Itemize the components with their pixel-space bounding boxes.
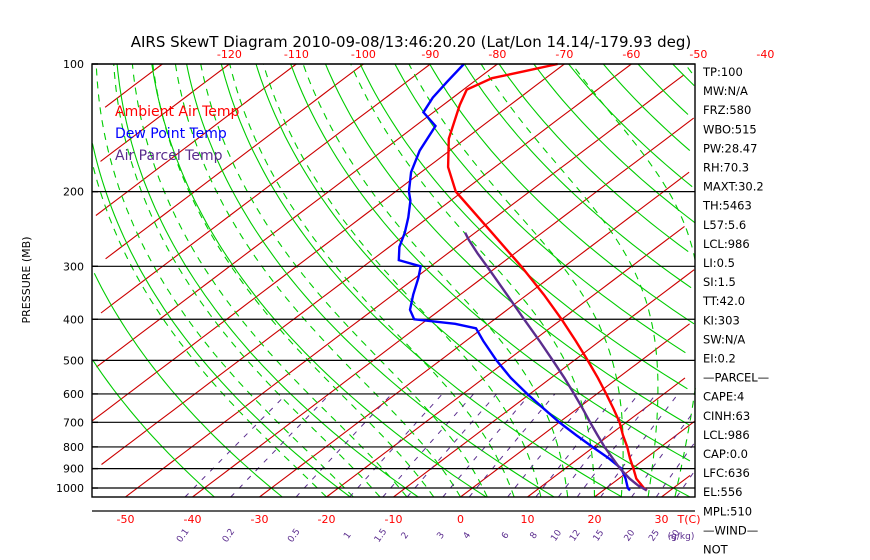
pressure-tick-300: 300 — [63, 260, 84, 273]
pressure-tick-800: 800 — [63, 441, 84, 454]
legend-item-dew-point-temp: Dew Point Temp — [115, 126, 227, 142]
index-tp: TP:100 — [702, 65, 743, 79]
isotherm-grid-lines — [91, 63, 696, 498]
index-th: TH:5463 — [702, 199, 752, 213]
isobar-grid-lines — [92, 63, 695, 489]
mixing-ratio-tick-8: 8 — [528, 530, 540, 541]
index-li: LI:0.5 — [703, 256, 735, 270]
bottom-temp-tick--50: -50 — [117, 513, 135, 526]
pressure-tick-200: 200 — [63, 186, 84, 199]
index-sw: SW:N/A — [703, 332, 745, 346]
wind-status-line-0: NOT — [703, 543, 729, 557]
top-temp-tick--90: -90 — [421, 48, 439, 61]
bottom-temp-tick-0: 0 — [457, 513, 464, 526]
index-lcl: LCL:986 — [703, 237, 750, 251]
bottom-temp-tick-10: 10 — [521, 513, 535, 526]
parcel-index-cap: CAP:0.0 — [703, 447, 748, 461]
wind-section-header: —WIND— — [703, 523, 758, 537]
mixing-ratio-grid-lines — [184, 393, 696, 498]
index-wbo: WBO:515 — [703, 122, 757, 136]
mixing-ratio-tick-4: 4 — [462, 530, 474, 541]
page-title: AIRS SkewT Diagram 2010-09-08/13:46:20.2… — [131, 33, 692, 51]
temperature-axis-label: T(C) — [677, 513, 701, 526]
mixing-ratio-tick-3: 3 — [436, 531, 447, 541]
data-series-curves — [397, 62, 648, 492]
series-dew-point-temp — [397, 63, 631, 492]
parcel-index-cinh: CINH:63 — [703, 409, 750, 423]
index-frz: FRZ:580 — [703, 103, 751, 117]
parcel-index-lcl: LCL:986 — [703, 428, 750, 442]
legend-item-air-parcel-temp: Air Parcel Temp — [115, 148, 223, 164]
top-temp-tick--120: -120 — [217, 48, 242, 61]
dry-adiabat-grid-lines — [91, 63, 696, 498]
bottom-temp-tick--10: -10 — [385, 513, 403, 526]
pressure-tick-400: 400 — [63, 313, 84, 326]
index-ki: KI:303 — [703, 313, 740, 327]
top-temp-tick--50: -50 — [689, 48, 707, 61]
pressure-tick-100: 100 — [63, 58, 84, 71]
plot-frame — [91, 63, 696, 512]
top-temp-tick--70: -70 — [555, 48, 573, 61]
bottom-temp-tick-20: 20 — [588, 513, 602, 526]
top-temp-tick--40: -40 — [756, 48, 774, 61]
pressure-tick-500: 500 — [63, 354, 84, 367]
bottom-temp-tick--40: -40 — [184, 513, 202, 526]
legend-item-ambient-air-temp: Ambient Air Temp — [115, 104, 240, 120]
top-temp-tick--110: -110 — [284, 48, 309, 61]
pressure-tick-900: 900 — [63, 463, 84, 476]
series-ambient-air-temp — [446, 62, 648, 492]
index-ei: EI:0.2 — [703, 352, 736, 366]
pressure-tick-700: 700 — [63, 416, 84, 429]
top-temp-tick--60: -60 — [622, 48, 640, 61]
mixing-ratio-tick-6: 6 — [500, 530, 512, 541]
index-l57: L57:5.6 — [703, 218, 746, 232]
index-rh: RH:70.3 — [703, 161, 749, 175]
chart-legend: Ambient Air Temp Dew Point Temp Air Parcel… — [115, 104, 240, 164]
indices-panel: TP:100 MW:N/A FRZ:580 WBO:515 PW:28.47 RH:70.… — [702, 65, 769, 557]
bottom-temp-tick--20: -20 — [318, 513, 336, 526]
mixing-ratio-tick-2: 2 — [400, 531, 411, 541]
parcel-index-mpl: MPL:510 — [703, 504, 752, 518]
parcel-section-header: —PARCEL— — [703, 371, 769, 385]
index-pw: PW:28.47 — [703, 141, 757, 155]
pressure-axis-label: PRESSURE (MB) — [20, 237, 33, 324]
index-mw: MW:N/A — [703, 84, 748, 98]
index-tt: TT:42.0 — [702, 294, 745, 308]
mixing-ratio-axis-label: (g/kg) — [668, 532, 695, 542]
top-temp-tick--80: -80 — [488, 48, 506, 61]
index-si: SI:1.5 — [703, 275, 736, 289]
parcel-index-cape: CAPE:4 — [703, 390, 744, 404]
series-air-parcel-temp — [464, 232, 648, 492]
mixing-ratio-tick-1: 1 — [342, 531, 353, 541]
bottom-temp-tick--30: -30 — [251, 513, 269, 526]
top-temp-tick--100: -100 — [351, 48, 376, 61]
index-maxt: MAXT:30.2 — [703, 180, 764, 194]
parcel-index-lfc: LFC:636 — [703, 466, 750, 480]
pressure-tick-1000: 1000 — [56, 482, 84, 495]
pressure-tick-600: 600 — [63, 388, 84, 401]
bottom-temp-tick-30: 30 — [655, 513, 669, 526]
parcel-index-el: EL:556 — [703, 485, 743, 499]
